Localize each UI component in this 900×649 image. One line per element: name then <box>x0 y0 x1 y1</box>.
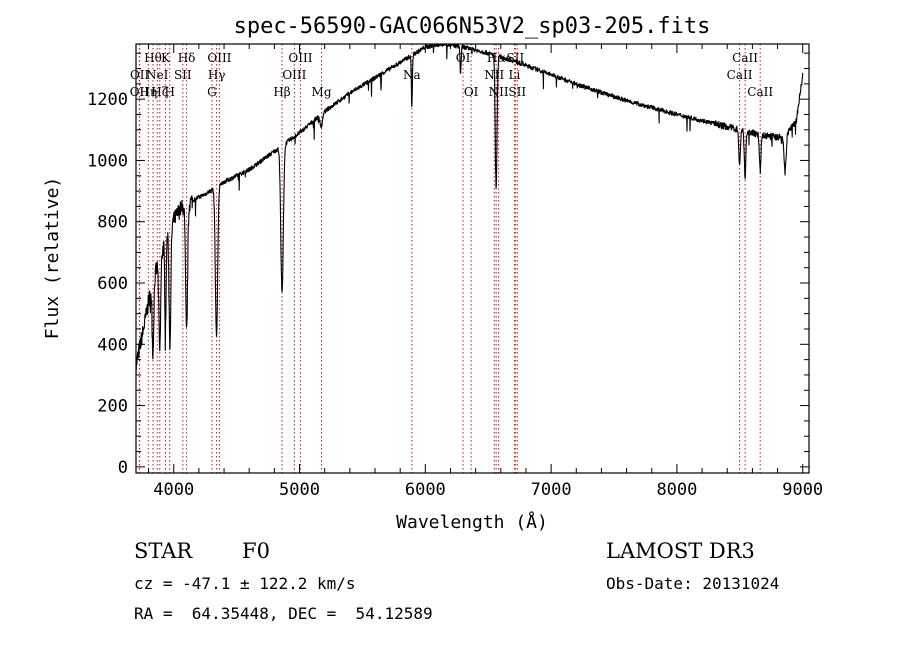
line-marker-label: Hζ <box>151 85 168 99</box>
x-tick-label: 7000 <box>531 480 572 500</box>
x-tick-label: 5000 <box>279 480 320 500</box>
x-axis: 4000 5000 6000 7000 8000 9000 <box>148 44 823 500</box>
line-marker-label: Hδ <box>178 51 196 65</box>
y-tick-label: 400 <box>97 335 128 355</box>
line-marker-label: Hβ <box>273 85 290 99</box>
line-marker-label: CaII <box>732 51 758 65</box>
line-marker-label: OIII <box>207 51 231 65</box>
line-marker-label: CaII <box>747 85 773 99</box>
y-axis-label: Flux (relative) <box>42 177 63 340</box>
line-marker-label: SII <box>174 68 192 82</box>
line-marker-label: Hθ <box>144 51 162 65</box>
coordinates: RA = 64.35448, DEC = 54.12589 <box>134 604 433 623</box>
line-marker-label: SII <box>508 85 526 99</box>
y-tick-label: 1200 <box>87 90 128 110</box>
y-tick-label: 0 <box>118 458 128 478</box>
line-marker-label: G <box>207 85 217 99</box>
line-marker-label: H <box>164 85 174 99</box>
object-class: STAR <box>134 539 193 563</box>
line-marker-label: OIII <box>282 68 306 82</box>
y-axis: 0 200 400 600 800 1000 1200 <box>87 52 809 478</box>
redshift-value: cz = -47.1 ± 122.2 km/s <box>134 574 356 593</box>
line-marker-label: NII <box>489 85 509 99</box>
line-marker-label: NeI <box>146 68 169 82</box>
line-marker-label: Hγ <box>208 68 226 82</box>
observation-date: Obs-Date: 20131024 <box>606 574 780 593</box>
line-marker-label: OII <box>130 68 150 82</box>
line-marker-label: OI <box>456 51 471 65</box>
line-marker-label: CaII <box>727 68 753 82</box>
x-tick-label: 4000 <box>153 480 194 500</box>
survey-label: LAMOST DR3 <box>606 539 755 563</box>
line-marker-label: Na <box>403 68 421 82</box>
line-marker-label: OIII <box>288 51 312 65</box>
x-tick-label: 8000 <box>656 480 697 500</box>
line-marker-label: Mg <box>312 85 332 99</box>
x-tick-label: 6000 <box>405 480 446 500</box>
spectrum-line <box>135 44 804 375</box>
y-tick-label: 600 <box>97 274 128 294</box>
object-subclass: F0 <box>242 539 270 563</box>
y-tick-label: 1000 <box>87 151 128 171</box>
chart-title: spec-56590-GAC066N53V2_sp03-205.fits <box>234 14 711 39</box>
line-markers: OIIOIIHηHθNeIHζKHSIIHδGHγOIIIHβOIIIOIIIM… <box>130 44 773 473</box>
line-marker-label: OI <box>464 85 479 99</box>
line-marker-label: K <box>161 51 171 65</box>
line-marker-label: Li <box>508 68 520 82</box>
y-tick-label: 800 <box>97 213 128 233</box>
x-axis-label: Wavelength (Å) <box>396 511 548 533</box>
plot-frame <box>135 43 810 474</box>
x-tick-label: 9000 <box>782 480 823 500</box>
y-tick-label: 200 <box>97 397 128 417</box>
